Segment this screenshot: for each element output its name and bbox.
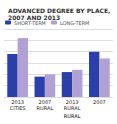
svg-text:ADVANCED DEGREE BY PLACE,: ADVANCED DEGREE BY PLACE, <box>8 7 112 14</box>
svg-text:2013: 2013 <box>65 99 79 105</box>
svg-text:LONG-TERM: LONG-TERM <box>60 20 90 26</box>
svg-text:2007 AND 2013: 2007 AND 2013 <box>8 14 60 21</box>
svg-text:2007: 2007 <box>38 99 52 105</box>
svg-text:RURAL: RURAL <box>37 105 54 111</box>
svg-text:RURAL: RURAL <box>64 113 81 119</box>
svg-text:RURAL: RURAL <box>64 105 81 111</box>
svg-text:2013: 2013 <box>11 99 24 105</box>
svg-text:CITIES: CITIES <box>10 105 26 111</box>
svg-text:2007: 2007 <box>93 99 106 105</box>
svg-text:SHORT-TERM: SHORT-TERM <box>14 19 46 26</box>
